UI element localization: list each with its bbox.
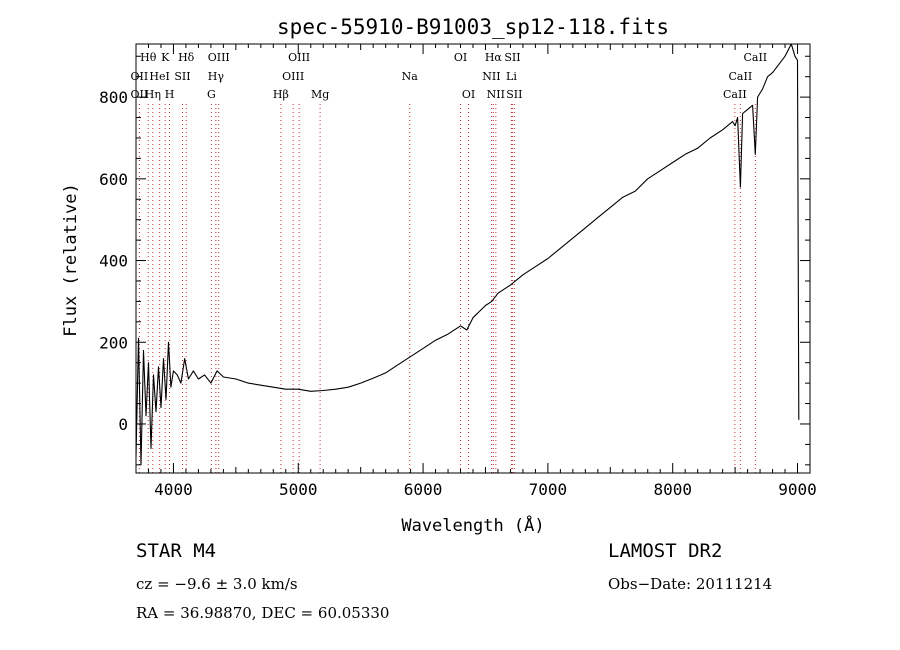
line-label-13: OIII [282,70,304,83]
line-label-27: CaII [723,88,747,101]
line-label-6: Hδ [178,51,195,64]
line-label-0: Hθ [140,51,157,64]
emission-line-markers [138,104,756,473]
x-tick-label: 5000 [279,480,318,499]
line-label-16: Na [402,70,419,83]
y-axis-label: Flux (relative) [61,183,81,337]
line-label-11: G [207,88,216,101]
line-label-8: H [165,88,175,101]
y-tick-label: 800 [99,88,128,107]
spectrum-plot: spec-55910-B91003_sp12-118.fits 4000 5000… [61,15,817,536]
ra-dec: RA = 36.98870, DEC = 60.05330 [136,604,390,622]
survey-name: LAMOST DR2 [608,540,723,562]
line-label-2: OII [131,88,149,101]
y-tick-label: 600 [99,170,128,189]
line-label-7: SII [174,70,190,83]
observation-date: Obs−Date: 20111214 [608,575,773,593]
line-label-4: HeI [149,70,169,83]
line-label-23: NII [487,88,505,101]
line-label-17: OI [454,51,467,64]
y-tick-label: 400 [99,252,128,271]
line-label-20: SII [504,51,520,64]
x-tick-label: 7000 [529,480,568,499]
chart-title: spec-55910-B91003_sp12-118.fits [277,15,669,39]
x-axis-label: Wavelength (Å) [401,514,544,536]
line-label-18: OI [462,88,475,101]
object-class: STAR M4 [136,540,217,562]
x-tick-label: 9000 [778,480,817,499]
redshift-value: cz = −9.6 ± 3.0 km/s [136,575,298,593]
line-label-15: Mg [311,88,329,101]
line-label-9: OIII [208,51,230,64]
y-tick-label: 200 [99,333,128,352]
y-tick-label: 0 [118,415,128,434]
x-tick-label: 6000 [404,480,443,499]
line-label-22: Li [506,70,517,83]
line-label-25: CaII [743,51,767,64]
line-label-5: Hη [145,88,161,101]
x-tick-label: 4000 [154,480,193,499]
line-label-19: Hα [485,51,503,64]
spectrum-line [135,43,800,466]
plot-frame [135,43,811,474]
line-label-10: Hγ [208,70,225,83]
x-tick-label: 8000 [653,480,692,499]
line-label-26: CaII [729,70,753,83]
axes: 4000 5000 6000 7000 8000 9000 0 200 400 600 800 [99,43,817,499]
line-label-1: OII [131,70,149,83]
line-label-12: OIII [288,51,310,64]
spectral-line-labels: Hθ OII OII K HeI Hη Hδ SII H OIII Hγ G OIII OIII Hβ Mg N… [131,51,768,101]
spectrum-series [135,43,800,466]
line-label-3: K [161,51,170,64]
line-label-21: NII [482,70,500,83]
line-label-24: SII [506,88,522,101]
line-label-14: Hβ [273,88,289,101]
